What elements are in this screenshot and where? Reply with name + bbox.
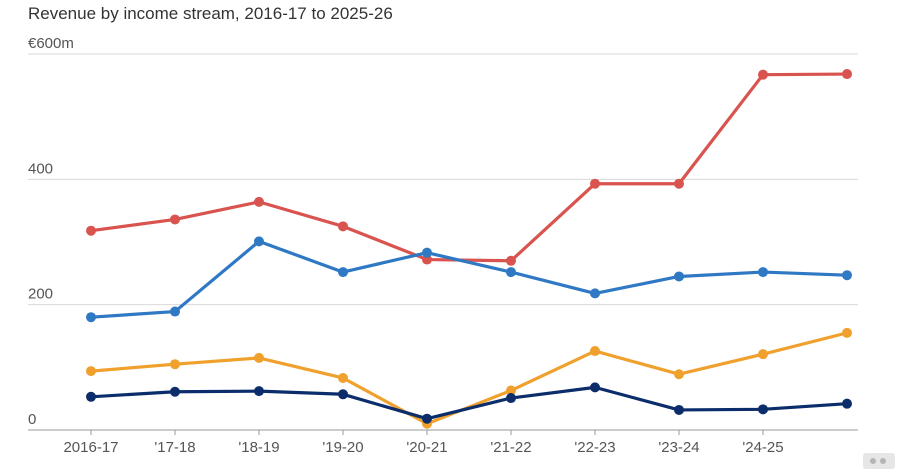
data-point bbox=[254, 236, 264, 247]
data-point bbox=[590, 178, 600, 189]
series-lines bbox=[86, 69, 852, 429]
x-tick-label: 2016-17 bbox=[63, 439, 118, 456]
data-point bbox=[842, 270, 852, 281]
data-point bbox=[506, 385, 516, 396]
x-tick-label: '22-23 bbox=[574, 439, 615, 456]
series-3 bbox=[86, 382, 852, 424]
data-point bbox=[758, 267, 768, 278]
series-2 bbox=[86, 327, 852, 429]
data-point bbox=[170, 386, 180, 397]
data-point bbox=[590, 346, 600, 357]
data-point bbox=[86, 312, 96, 323]
y-tick-label: €600m bbox=[28, 35, 74, 52]
series-line bbox=[89, 239, 849, 319]
x-tick-label: '17-18 bbox=[154, 439, 195, 456]
y-tick-label: 0 bbox=[28, 411, 36, 428]
data-point bbox=[86, 366, 96, 377]
gridlines bbox=[28, 53, 858, 435]
data-point bbox=[170, 359, 180, 370]
series-line bbox=[89, 385, 849, 421]
data-point bbox=[506, 255, 516, 266]
data-point bbox=[842, 69, 852, 80]
series-line bbox=[89, 72, 849, 263]
data-point bbox=[86, 225, 96, 236]
data-point bbox=[254, 386, 264, 397]
data-point bbox=[506, 393, 516, 404]
series-1 bbox=[86, 236, 852, 323]
data-point bbox=[758, 69, 768, 80]
data-point bbox=[338, 389, 348, 400]
data-point bbox=[674, 178, 684, 189]
y-tick-label: 400 bbox=[28, 160, 53, 177]
data-point bbox=[422, 254, 432, 265]
data-point bbox=[422, 247, 432, 258]
x-tick-label: '18-19 bbox=[238, 439, 279, 456]
data-point bbox=[86, 391, 96, 402]
data-point bbox=[674, 369, 684, 380]
x-tick-label: '23-24 bbox=[658, 439, 699, 456]
data-point bbox=[170, 214, 180, 225]
series-0 bbox=[86, 69, 852, 266]
data-point bbox=[674, 404, 684, 415]
data-point bbox=[254, 352, 264, 363]
data-point bbox=[254, 196, 264, 207]
data-point bbox=[842, 398, 852, 409]
data-point bbox=[758, 404, 768, 415]
data-point bbox=[170, 306, 180, 317]
data-point bbox=[758, 349, 768, 360]
data-point bbox=[422, 413, 432, 424]
data-point bbox=[590, 288, 600, 299]
x-tick-label: '20-21 bbox=[406, 439, 447, 456]
tick-labels: 0 200 400 €600m 2016-17 '17-18 '18-19 '19-20 '20… bbox=[28, 35, 784, 456]
data-point bbox=[674, 271, 684, 282]
y-tick-label: 200 bbox=[28, 286, 53, 303]
data-point bbox=[506, 267, 516, 278]
data-point bbox=[338, 221, 348, 232]
chart-title: Revenue by income stream, 2016-17 to 202… bbox=[28, 4, 393, 23]
x-tick-label: '24-25 bbox=[742, 439, 783, 456]
x-tick-label: '19-20 bbox=[322, 439, 363, 456]
data-point bbox=[590, 382, 600, 393]
data-point bbox=[842, 327, 852, 338]
logo-mark bbox=[863, 453, 895, 469]
data-point bbox=[338, 372, 348, 383]
x-tick-label: '21-22 bbox=[490, 439, 531, 456]
data-point bbox=[338, 267, 348, 278]
